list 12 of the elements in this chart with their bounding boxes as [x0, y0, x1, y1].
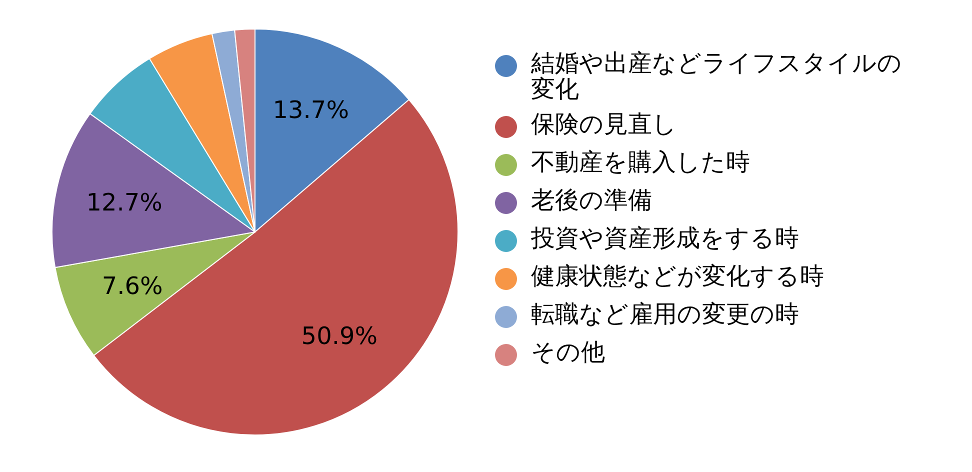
data-label: 12.7%	[86, 188, 162, 216]
legend-label: 老後の準備	[531, 186, 653, 214]
legend-label: 投資や資産形成をする時	[531, 224, 800, 252]
legend-label: 健康状態などが変化する時	[531, 262, 825, 290]
legend-label: 結婚や出産などライフスタイルの変化	[531, 49, 903, 103]
data-label: 13.7%	[272, 96, 350, 124]
legend-label: 保険の見直し	[531, 110, 678, 138]
data-label: 50.9%	[301, 322, 378, 350]
legend-label: その他	[531, 338, 606, 366]
data-label: 7.6%	[102, 272, 163, 300]
legend-label: 転職など雇用の変更の時	[531, 300, 800, 328]
legend-label: 不動産を購入した時	[531, 148, 751, 176]
